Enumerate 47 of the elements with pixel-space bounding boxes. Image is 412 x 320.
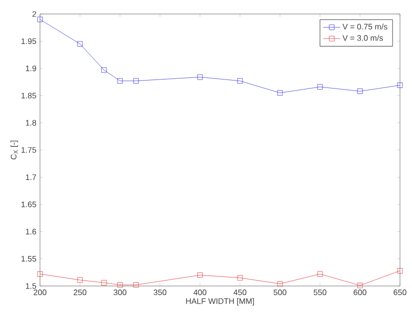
point	[317, 84, 323, 90]
y-tick-label: 1.7	[26, 174, 36, 180]
x-tick-label: 550	[314, 290, 326, 296]
point	[197, 272, 203, 278]
point	[357, 88, 363, 94]
x-tick-label: 500	[274, 290, 286, 296]
point	[117, 78, 123, 84]
y-tick-label: 1.85	[22, 92, 36, 98]
point	[397, 268, 403, 274]
point	[197, 74, 203, 80]
point	[37, 16, 43, 22]
point	[317, 271, 323, 277]
x-tick-label: 400	[194, 290, 206, 296]
x-tick-label: 300	[114, 290, 126, 296]
x-tick-label: 200	[34, 290, 46, 296]
y-tick-label: 1.5	[26, 283, 36, 289]
point	[77, 41, 83, 47]
x-tick-label: 250	[74, 290, 86, 296]
point	[277, 281, 283, 287]
y-axis-title: C$_{X}$ [-]	[10, 140, 18, 160]
x-tick-label: 600	[354, 290, 366, 296]
y-tick-label: 1.65	[22, 202, 36, 208]
x-tick-label: 350	[154, 290, 166, 296]
point	[237, 275, 243, 281]
y-tick-label: 1.95	[22, 38, 36, 44]
x-axis-title: HALF WIDTH [MM]	[186, 298, 254, 306]
y-tick-label: 1.55	[22, 256, 36, 262]
y-tick-label: 1.75	[22, 147, 36, 153]
point	[101, 67, 107, 73]
y-tick-label: 1.9	[26, 66, 36, 72]
x-tick-label: 650	[394, 290, 406, 296]
y-tick-label: 1.6	[26, 228, 36, 234]
point	[133, 282, 139, 288]
point	[101, 280, 107, 286]
point	[77, 277, 83, 283]
point	[357, 282, 363, 288]
legend-label: V = 0.75 m/s	[342, 24, 388, 30]
point	[397, 82, 403, 88]
y-tick-label: 1.8	[26, 120, 36, 126]
point	[117, 282, 123, 288]
point	[277, 90, 283, 96]
legend-label: V = 3.0 m/s	[342, 34, 383, 41]
point	[237, 78, 243, 84]
x-tick-label: 450	[234, 290, 246, 296]
point	[133, 78, 139, 84]
y-tick-label: 2	[32, 11, 36, 17]
point	[37, 271, 43, 277]
